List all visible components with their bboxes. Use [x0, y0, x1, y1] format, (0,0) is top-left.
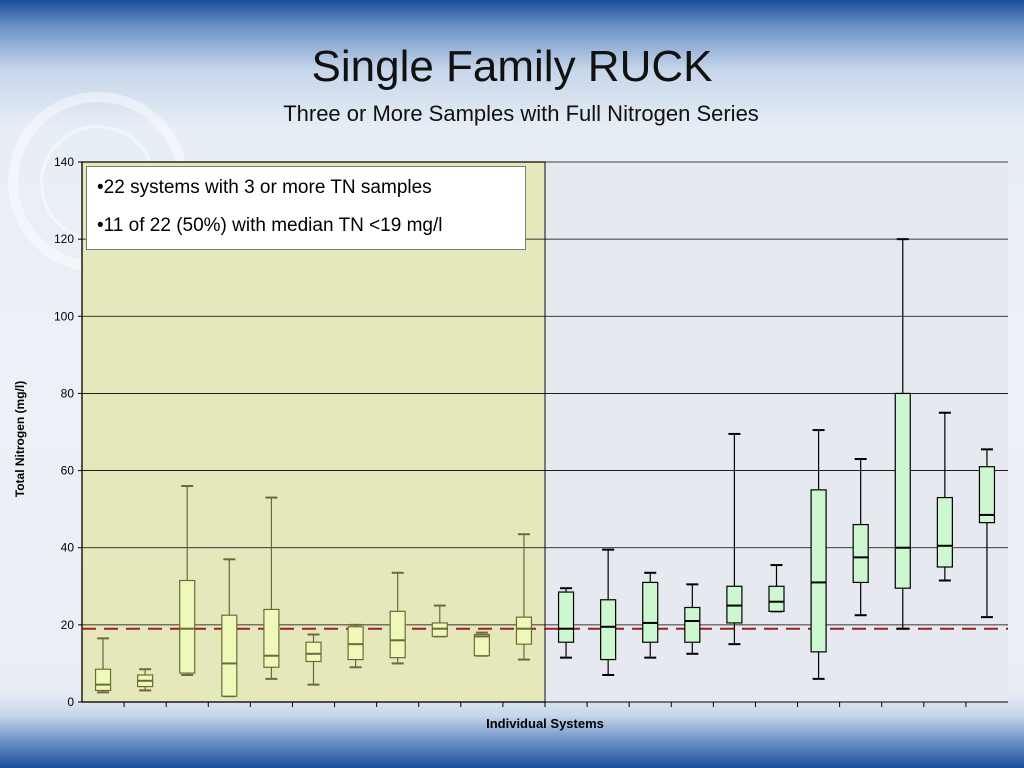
box-iqr [557, 591, 575, 643]
summary-note-box: •22 systems with 3 or more TN samples •1… [86, 166, 526, 250]
y-tick-label: 100 [54, 309, 74, 323]
y-tick-label: 80 [61, 386, 75, 400]
y-tick-label: 120 [54, 232, 74, 246]
box-iqr [473, 633, 490, 657]
slide-subtitle: Three or More Samples with Full Nitrogen… [283, 101, 759, 126]
box-iqr [263, 608, 280, 668]
x-axis-label: Individual Systems [486, 716, 604, 731]
box-iqr [94, 668, 112, 692]
box-iqr [642, 581, 659, 643]
y-tick-label: 20 [61, 618, 75, 632]
box-iqr [936, 496, 953, 568]
box-iqr [894, 392, 911, 589]
box-iqr [515, 616, 533, 645]
y-axis-label: Total Nitrogen (mg/l) [13, 380, 27, 498]
box-iqr [305, 641, 322, 663]
box-iqr [810, 489, 827, 653]
summary-note-line: •11 of 22 (50%) with median TN <19 mg/l [97, 215, 443, 236]
box-iqr [600, 599, 617, 661]
highlight-region [81, 161, 546, 703]
box-iqr [221, 614, 238, 697]
y-tick-label: 0 [67, 695, 74, 709]
slide-title: Single Family RUCK [311, 42, 713, 91]
y-tick-label: 140 [54, 155, 74, 169]
box-iqr [852, 523, 869, 584]
box-iqr [179, 579, 196, 674]
box-iqr [684, 606, 701, 643]
box-iqr [768, 585, 785, 612]
summary-note-line: •22 systems with 3 or more TN samples [97, 177, 432, 198]
box-iqr [978, 466, 996, 524]
y-tick-label: 60 [61, 464, 75, 478]
y-tick-label: 40 [61, 541, 75, 555]
box-iqr [389, 610, 406, 659]
